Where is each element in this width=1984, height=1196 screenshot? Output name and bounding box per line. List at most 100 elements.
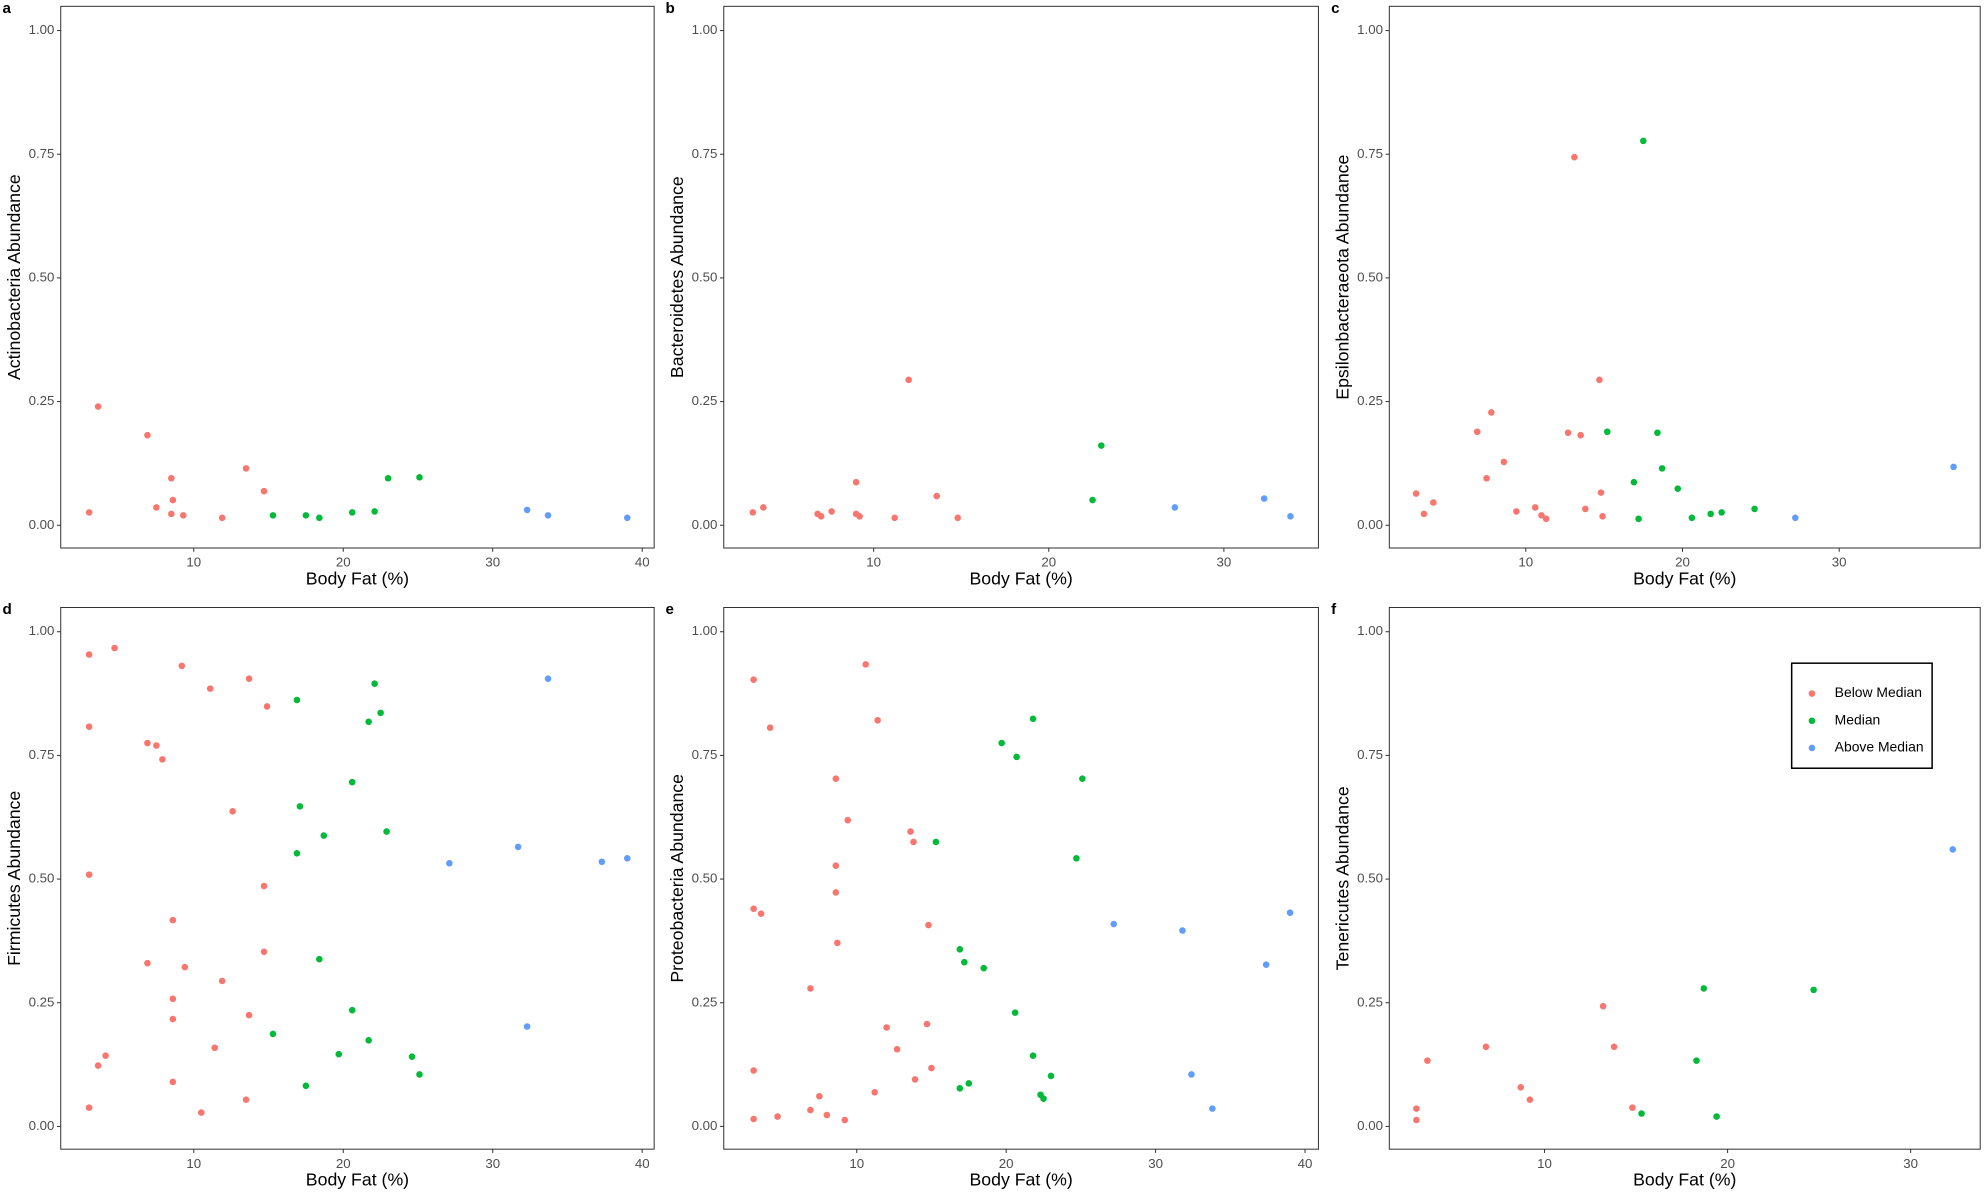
data-point [832, 862, 840, 870]
data-point [153, 504, 160, 511]
data-point [544, 675, 552, 683]
data-point [242, 465, 250, 472]
data-point [1610, 1043, 1618, 1051]
data-point [1262, 961, 1270, 968]
data-point [178, 662, 186, 670]
data-point [408, 1053, 416, 1060]
y-tick-label: 0.25 [29, 393, 55, 408]
data-point [523, 506, 531, 514]
x-tick-label: 10 [186, 1156, 201, 1171]
y-axis-title: Tenericutes Abundance [1332, 786, 1352, 970]
data-point [85, 651, 93, 658]
data-point [169, 916, 177, 924]
data-point [856, 513, 863, 520]
data-point [197, 1109, 205, 1116]
data-point [383, 828, 390, 835]
y-axis-title: Actinobacteria Abundance [4, 174, 24, 380]
data-point [817, 513, 825, 520]
data-point [760, 504, 767, 511]
data-point [1707, 510, 1714, 518]
data-point [893, 1045, 901, 1053]
data-point [1011, 1009, 1019, 1016]
data-point [998, 739, 1005, 747]
y-axis-title: Bacteroidetes Abundance [667, 176, 687, 378]
data-point [1674, 485, 1682, 492]
data-point [1599, 1002, 1607, 1010]
data-point [907, 828, 914, 835]
data-point [181, 963, 189, 971]
data-point [1751, 505, 1758, 513]
data-point [874, 716, 881, 724]
data-point [1949, 846, 1957, 853]
data-point [416, 1071, 423, 1078]
data-point [1089, 496, 1096, 504]
data-point [218, 514, 226, 522]
data-point [623, 855, 631, 862]
y-tick-label: 0.25 [692, 393, 718, 408]
data-point [211, 1044, 218, 1052]
data-point [1500, 458, 1508, 466]
data-point [218, 977, 226, 985]
data-point [1209, 1105, 1216, 1112]
data-point [371, 508, 378, 515]
legend-label: Below Median [1835, 684, 1922, 700]
x-tick-label: 20 [1720, 1156, 1735, 1171]
data-point [1420, 510, 1428, 518]
x-tick-label: 40 [1298, 1156, 1313, 1171]
data-point [774, 1113, 781, 1120]
x-tick-label: 30 [1217, 555, 1232, 570]
data-point [1693, 1057, 1700, 1064]
data-point [841, 1116, 849, 1124]
data-point [1188, 1071, 1195, 1078]
data-point [169, 1078, 177, 1086]
panel-label: a [3, 0, 12, 17]
data-point [416, 473, 423, 481]
x-tick-label: 10 [186, 555, 201, 570]
data-point [1047, 1072, 1055, 1080]
data-point [316, 955, 323, 963]
data-point [144, 959, 151, 967]
legend-marker [1808, 690, 1816, 697]
data-point [1013, 753, 1020, 761]
data-point [1630, 478, 1638, 486]
data-point [750, 1067, 757, 1074]
y-tick-label: 0.00 [29, 517, 55, 532]
data-point [871, 1088, 878, 1096]
y-tick-label: 1.00 [29, 623, 55, 638]
data-point [1654, 429, 1661, 437]
y-tick-label: 1.00 [29, 22, 55, 37]
x-tick-label: 10 [866, 555, 881, 570]
data-point [832, 775, 840, 782]
data-point [94, 403, 102, 410]
y-tick-label: 0.00 [692, 1118, 718, 1133]
data-point [348, 778, 356, 786]
plot-frame [723, 606, 1319, 1150]
data-point [1513, 508, 1520, 515]
data-point [1538, 512, 1545, 519]
data-point [260, 487, 268, 495]
legend-label: Above Median [1835, 739, 1924, 755]
y-tick-label: 0.75 [1357, 747, 1383, 762]
data-point [320, 832, 328, 839]
y-tick-label: 0.50 [692, 269, 718, 284]
panel-label: e [666, 601, 674, 618]
legend-marker [1808, 717, 1816, 725]
x-axis-title: Body Fat (%) [969, 568, 1072, 588]
data-point [144, 739, 151, 747]
data-point [1531, 504, 1539, 511]
x-tick-label: 30 [485, 1156, 500, 1171]
data-point [1040, 1095, 1047, 1103]
y-tick-label: 0.25 [29, 994, 55, 1009]
data-point [956, 946, 964, 953]
data-point [933, 492, 940, 500]
data-point [1171, 504, 1179, 511]
data-point [544, 512, 552, 519]
data-point [834, 939, 841, 947]
x-axis-title: Body Fat (%) [1633, 568, 1736, 588]
y-axis-title: Proteobacteria Abundance [667, 774, 687, 983]
data-point [905, 376, 912, 384]
data-point [1526, 1096, 1534, 1103]
data-point [1582, 505, 1589, 513]
data-point [514, 843, 522, 851]
